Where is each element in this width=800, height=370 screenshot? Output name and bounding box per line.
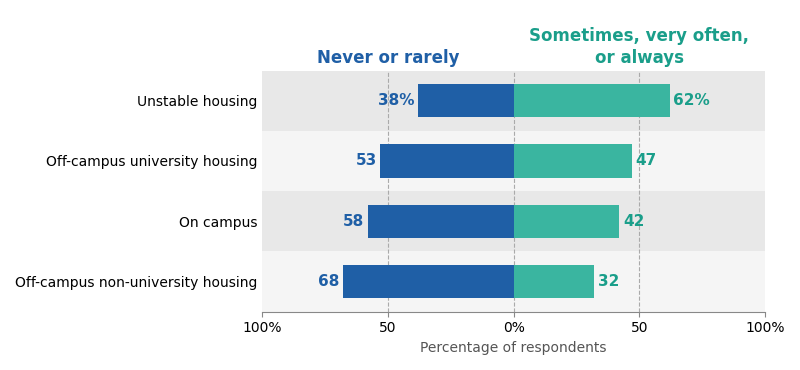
Bar [514,265,594,298]
Text: 32: 32 [598,274,619,289]
X-axis label: Percentage of respondents: Percentage of respondents [421,341,607,355]
Text: 58: 58 [343,214,364,229]
Bar [418,84,514,117]
Bar [262,252,766,312]
Bar [262,71,766,131]
Text: 62%: 62% [674,93,710,108]
Bar [514,84,670,117]
Text: 68: 68 [318,274,339,289]
Text: Never or rarely: Never or rarely [317,49,459,67]
Bar [514,144,632,178]
Text: 42: 42 [623,214,645,229]
Bar [262,191,766,252]
Bar [262,131,766,191]
Bar [368,205,514,238]
Bar [514,205,619,238]
Text: 47: 47 [636,154,657,168]
Text: 38%: 38% [378,93,414,108]
Bar [342,265,514,298]
Bar [381,144,514,178]
Text: 53: 53 [355,154,377,168]
Text: Sometimes, very often,
or always: Sometimes, very often, or always [530,27,750,67]
